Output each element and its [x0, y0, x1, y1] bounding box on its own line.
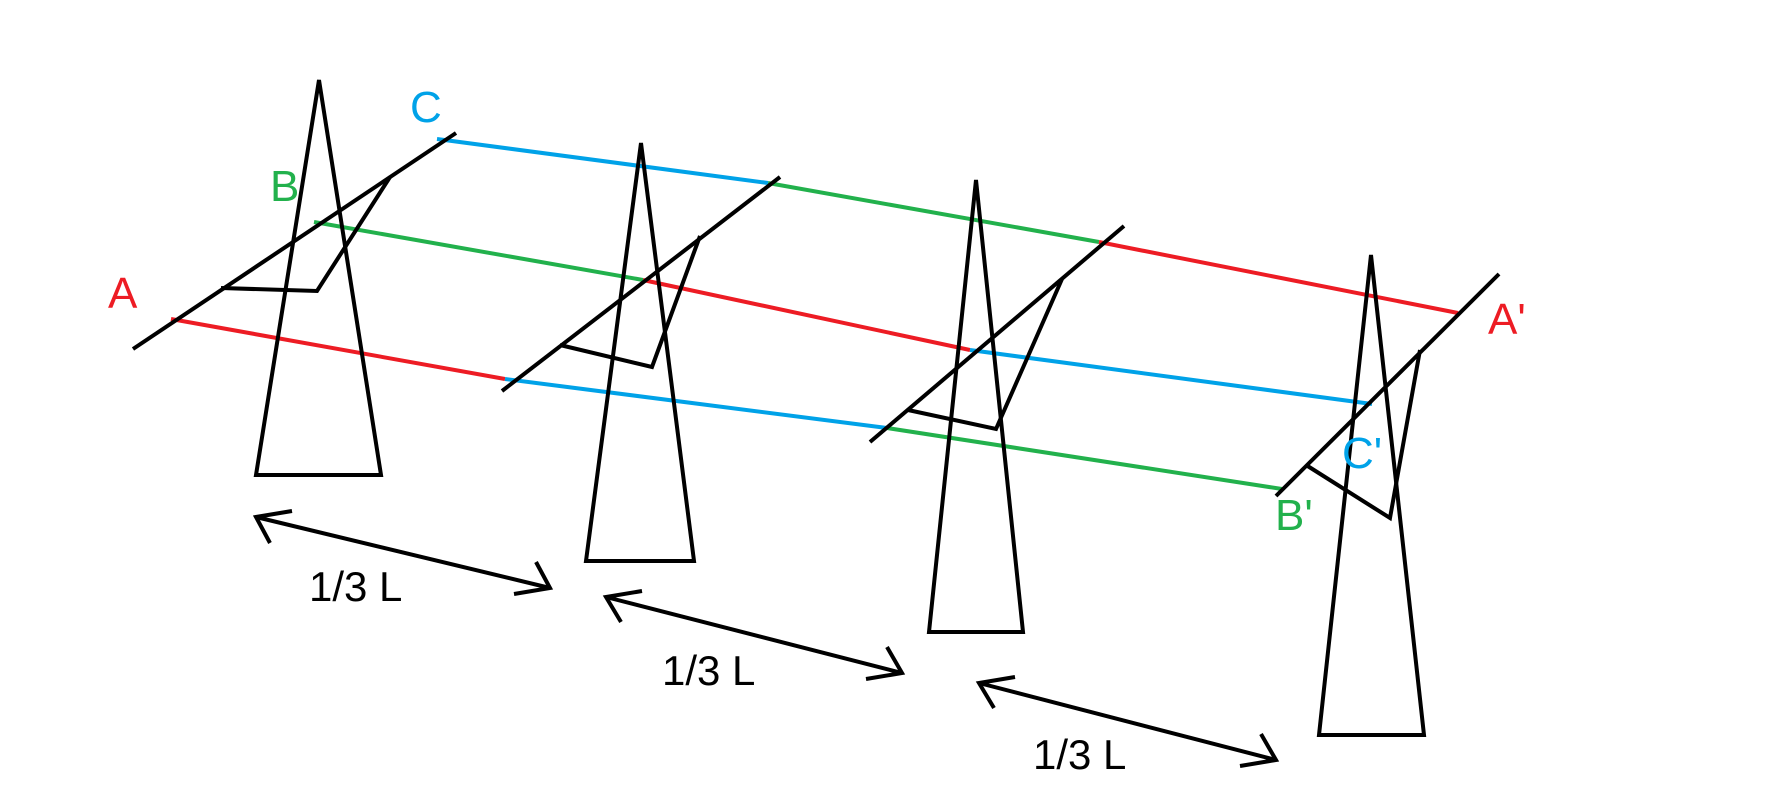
span-arrow-1-line	[255, 515, 551, 590]
span-arrow-1: 1/3 L	[252, 509, 554, 610]
span-arrow-2: 1/3 L	[602, 589, 906, 694]
span-label-3: 1/3 L	[1033, 731, 1126, 778]
span-arrow-2-line	[605, 595, 903, 675]
tower-3	[868, 179, 1126, 634]
conductor-c-span-1	[436, 137, 769, 185]
conductors	[170, 137, 1459, 491]
tower-3-crossarm	[868, 224, 1126, 444]
tower-4	[1274, 254, 1501, 737]
span-arrow-3: 1/3 L	[975, 675, 1280, 778]
label-a-start: A	[108, 269, 138, 318]
tower-3-body	[926, 179, 1026, 634]
conductor-a-span-3	[1098, 240, 1459, 315]
conductor-b-span-2	[767, 181, 1100, 244]
tower-1-body	[253, 79, 384, 477]
conductor-c-span-3	[969, 348, 1373, 406]
label-b-start: B	[270, 162, 299, 211]
span-label-2: 1/3 L	[662, 647, 755, 694]
span-label-1: 1/3 L	[309, 563, 402, 610]
tower-3-brace	[907, 278, 1064, 432]
conductor-b-span-1	[313, 220, 644, 282]
label-c-start: C	[410, 83, 442, 132]
conductor-a-span-1	[170, 317, 506, 381]
tower-2-brace	[559, 235, 702, 370]
tower-4-crossarm	[1274, 272, 1501, 498]
span-arrow-1-head-right	[513, 561, 554, 596]
label-b-end: B'	[1275, 491, 1313, 540]
tower-4-brace	[1304, 349, 1422, 522]
tower-1-brace	[220, 175, 392, 294]
span-arrow-2-head-right	[865, 646, 906, 681]
tower-1	[131, 79, 458, 477]
phase-labels: A B C A' B' C'	[108, 83, 1526, 540]
span-arrow-2-head-left	[602, 589, 643, 624]
conductor-a-span-2	[642, 278, 971, 352]
span-arrow-3-line	[978, 681, 1277, 762]
conductor-c-span-2	[504, 377, 888, 430]
tower-2	[500, 142, 782, 563]
span-arrow-1-head-left	[252, 509, 293, 544]
tower-2-body	[583, 142, 697, 563]
label-c-end: C'	[1342, 429, 1382, 478]
tower-1-crossarm	[131, 131, 458, 351]
label-a-end: A'	[1488, 295, 1526, 344]
span-arrow-3-head-left	[975, 675, 1016, 710]
tower-2-crossarm	[500, 175, 782, 393]
conductor-b-span-3	[886, 426, 1283, 491]
span-dimensions: 1/3 L 1/3 L 1/3 L	[252, 509, 1280, 778]
span-arrow-3-head-right	[1239, 733, 1280, 768]
tower-4-body	[1316, 254, 1427, 737]
